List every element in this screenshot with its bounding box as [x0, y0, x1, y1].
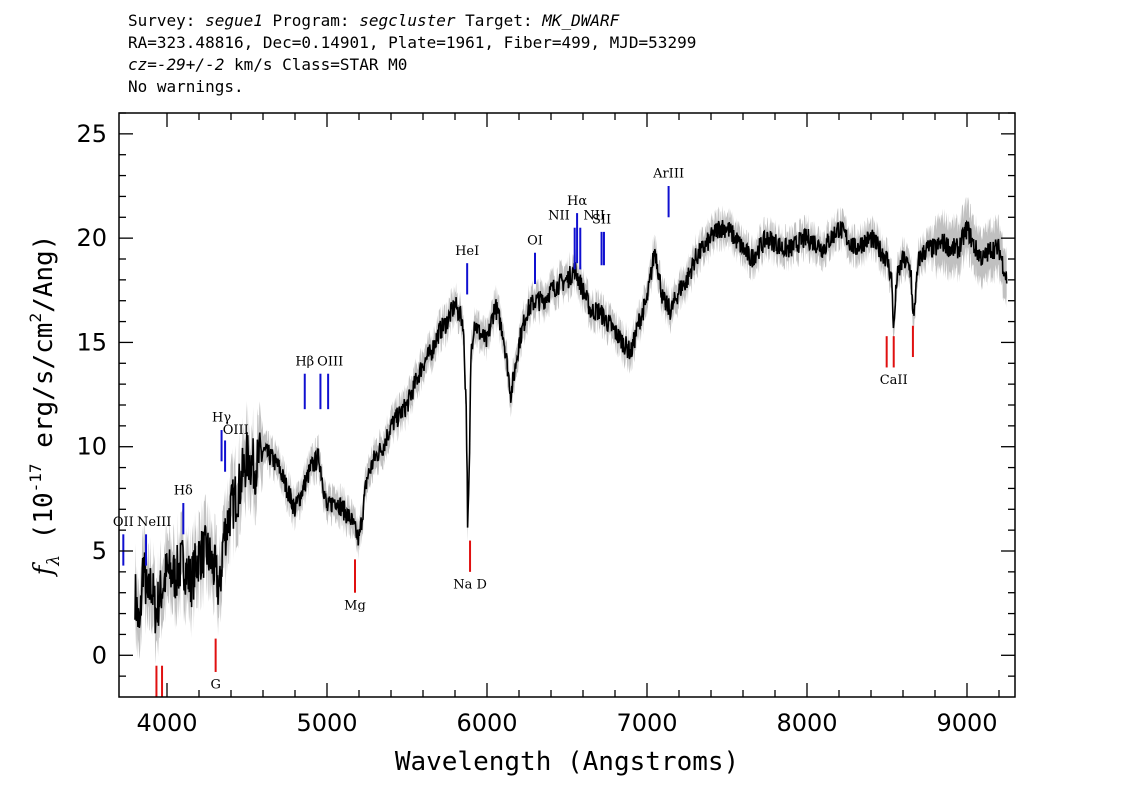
target-label: Target: [455, 11, 543, 30]
survey-value: segue1 [205, 11, 263, 30]
cz-value: cz=-29+/-2 [128, 55, 225, 74]
emission-line-label: OII [113, 515, 134, 530]
absorption-line-label: Mg [344, 598, 366, 613]
error-band-polygon [135, 196, 1007, 665]
x-axis-title: Wavelength (Angstroms) [395, 747, 739, 777]
y-axis-title-c: /Ang) [29, 235, 59, 313]
spectrum-header: Survey: segue1 Program: segcluster Targe… [128, 10, 696, 98]
class-value: km/s Class=STAR M0 [224, 55, 408, 74]
y-tick-label: 10 [76, 433, 107, 461]
x-tick-label: 9000 [936, 709, 997, 737]
target-value: MK_DWARF [542, 11, 620, 30]
flux-series [134, 219, 1008, 634]
y-axis-title-exp1: -17 [26, 463, 45, 492]
x-tick-label: 6000 [456, 709, 517, 737]
emission-line-label: Hδ [174, 484, 193, 499]
y-axis-title-a: (10 [29, 492, 59, 555]
emission-line-label: OIII [317, 354, 343, 369]
emission-line-label: NII [583, 208, 605, 223]
flux-line [134, 219, 1008, 634]
absorption-line-label: Na D [453, 578, 487, 593]
y-tick-label: 5 [92, 537, 107, 565]
error-band [135, 196, 1007, 665]
emission-line-label: ArIII [652, 167, 684, 182]
y-tick-label: 25 [76, 120, 107, 148]
header-line-warnings: No warnings. [128, 77, 244, 96]
x-tick-label: 7000 [616, 709, 677, 737]
emission-line-label: Hα [567, 194, 587, 209]
y-tick-label: 0 [92, 641, 107, 669]
x-tick-label: 8000 [776, 709, 837, 737]
x-tick-label: 4000 [136, 709, 197, 737]
emission-line-label: SII [592, 213, 611, 228]
y-axis-title: fλ (10-17 erg/s/cm2/Ang) [26, 235, 64, 578]
y-axis-title-exp2: 2 [26, 313, 45, 323]
y-axis-title-b: erg/s/cm [29, 323, 59, 464]
emission-line-label: OI [527, 233, 543, 248]
emission-line-label: Hγ [212, 411, 231, 426]
axis-ticks: 4000 5000 6000 7000 8000 9000 0 5 10 15 20 25 [76, 112, 1015, 737]
survey-label: Survey: [128, 11, 206, 30]
absorption-line-label: G [210, 678, 220, 693]
emission-line-label: OIII [223, 423, 249, 438]
x-tick-label: 5000 [296, 709, 357, 737]
y-axis-title-lambda: λ [44, 555, 64, 567]
emission-line-label: HeI [455, 244, 479, 259]
emission-line-label: NII [548, 208, 570, 223]
header-line-redshift: cz=-29+/-2 km/s Class=STAR M0 [128, 54, 696, 76]
program-label: Program: [262, 11, 360, 30]
emission-line-label: Hβ [295, 354, 314, 369]
absorption-line-label: CaII [880, 373, 908, 388]
header-line-coordinates: RA=323.48816, Dec=0.14901, Plate=1961, F… [128, 33, 697, 52]
y-tick-label: 15 [76, 328, 107, 356]
emission-line-label: NeIII [137, 515, 171, 530]
header-line-survey: Survey: segue1 Program: segcluster Targe… [128, 10, 696, 32]
y-tick-label: 20 [76, 224, 107, 252]
program-value: segcluster [359, 11, 456, 30]
